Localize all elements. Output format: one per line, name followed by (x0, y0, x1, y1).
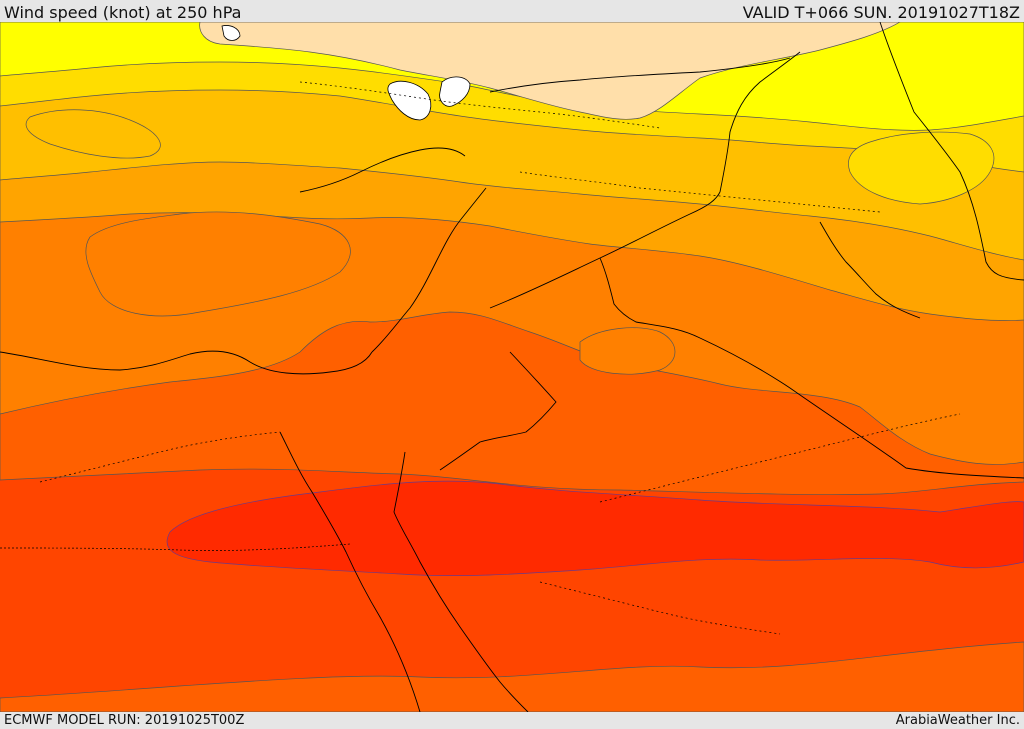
border-east (879, 22, 1024, 281)
coastline-gulf (819, 221, 921, 319)
jet-core (166, 480, 1024, 577)
band-peach (199, 22, 901, 120)
border-jordan (439, 351, 557, 471)
model-run-label: ECMWF MODEL RUN: 20191025T00Z (4, 713, 245, 728)
border-egypt-sudan (0, 543, 351, 551)
blob-amber-nw (25, 109, 161, 159)
border-saudi-iraq (489, 191, 721, 309)
internal-boundaries-4 (519, 171, 881, 213)
internal-boundaries-3 (299, 81, 661, 129)
wind-speed-map[interactable] (0, 22, 1024, 712)
map-header: Wind speed (knot) at 250 hPa VALID T+066… (0, 0, 1024, 22)
coastline-red-sea-east (393, 451, 529, 712)
coastline-turkey (299, 147, 466, 193)
coastline-mediterranean (0, 350, 373, 375)
valid-time-label: VALID T+066 SUN. 20191027T18Z (742, 3, 1020, 22)
coastline-levant (371, 187, 487, 353)
blob-orange-red-1 (579, 327, 676, 375)
blob-orange-west (85, 211, 351, 317)
map-canvas (0, 22, 1024, 712)
water-body-2 (439, 76, 471, 107)
water-body-1 (387, 80, 432, 121)
credit-label: ArabiaWeather Inc. (895, 713, 1020, 728)
coastline-caspian-east (489, 57, 791, 93)
water-body-3 (221, 25, 241, 41)
blob-gold-east (848, 131, 995, 205)
coastline-red-sea-west (279, 431, 421, 712)
map-title: Wind speed (knot) at 250 hPa (4, 3, 242, 22)
internal-boundaries-2 (599, 413, 961, 503)
border-saudi-yemen (599, 257, 1024, 479)
border-iran (719, 51, 801, 193)
map-footer: ECMWF MODEL RUN: 20191025T00Z ArabiaWeat… (0, 712, 1024, 729)
band-orange-red-south (0, 641, 1024, 712)
